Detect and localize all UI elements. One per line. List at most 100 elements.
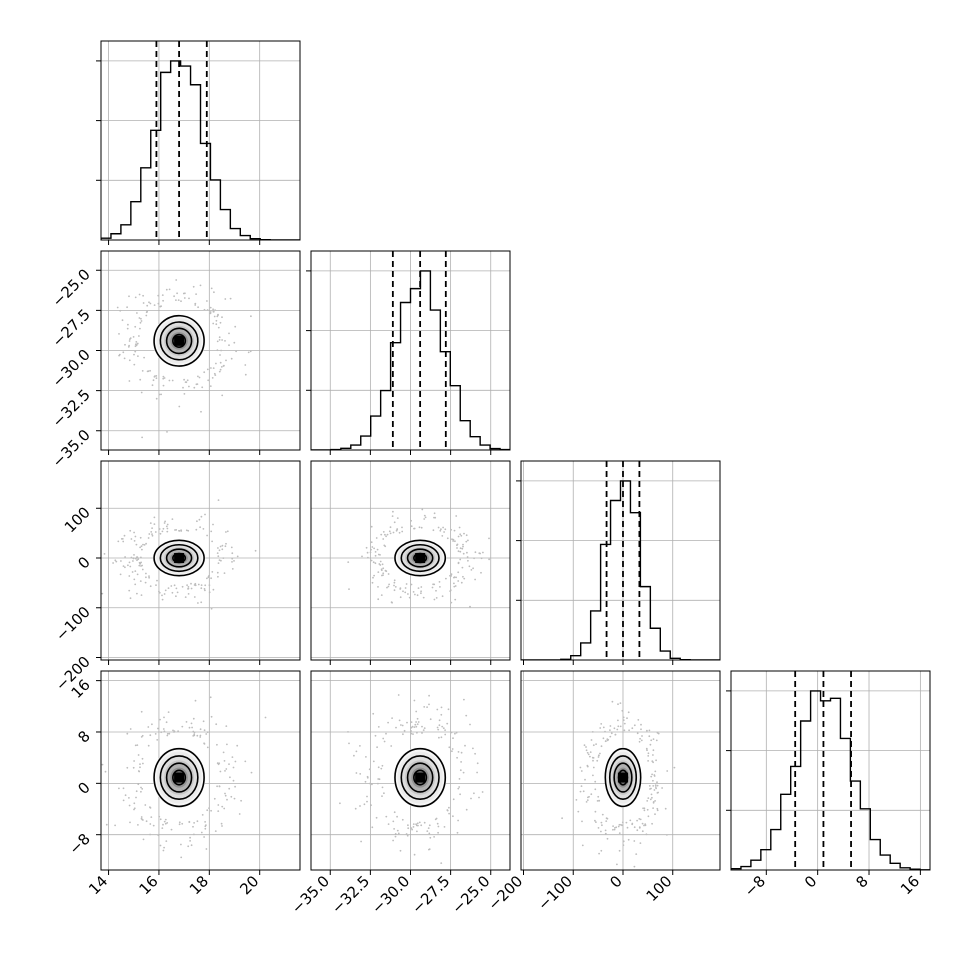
- scatter-point: [612, 825, 614, 827]
- scatter-point: [214, 309, 217, 311]
- scatter-point: [585, 749, 588, 752]
- scatter-point: [410, 525, 413, 528]
- scatter-point: [141, 548, 143, 551]
- scatter-point: [188, 385, 190, 388]
- scatter-point: [649, 798, 652, 801]
- scatter-point: [633, 724, 636, 727]
- scatter-point: [161, 594, 163, 597]
- scatter-point: [448, 806, 450, 809]
- scatter-point: [652, 754, 654, 756]
- scatter-point: [216, 340, 219, 343]
- scatter-point: [183, 378, 186, 381]
- scatter-point: [652, 801, 655, 804]
- scatter-point: [233, 560, 235, 562]
- scatter-point: [161, 530, 164, 533]
- contour-line: [172, 333, 187, 348]
- scatter-point: [166, 732, 169, 735]
- scatter-point: [623, 722, 626, 725]
- scatter-point: [193, 386, 196, 389]
- scatter-point: [462, 543, 464, 546]
- scatter-point: [460, 581, 463, 584]
- scatter-point: [636, 732, 639, 735]
- scatter-point: [596, 759, 599, 762]
- scatter-point: [129, 597, 132, 600]
- scatter-point: [211, 540, 214, 543]
- scatter-point: [126, 732, 129, 735]
- scatter-point: [155, 584, 157, 586]
- scatter-point: [157, 302, 160, 305]
- scatter-point: [145, 572, 147, 575]
- scatter-point: [638, 818, 641, 820]
- scatter-point: [137, 770, 140, 772]
- scatter-point: [233, 797, 236, 800]
- scatter-point: [410, 721, 413, 723]
- scatter-point: [448, 746, 451, 749]
- scatter-point: [137, 754, 140, 756]
- scatter-point: [361, 555, 363, 558]
- x-tick-label-p3: −200: [484, 872, 526, 914]
- scatter-point: [190, 582, 192, 585]
- scatter-point: [411, 725, 414, 728]
- scatter-point: [416, 731, 418, 734]
- scatter-point: [370, 559, 373, 562]
- contour-line: [165, 327, 193, 355]
- scatter-point: [625, 821, 628, 824]
- scatter-point: [480, 557, 483, 560]
- scatter-point: [644, 823, 647, 825]
- scatter-point: [622, 844, 625, 847]
- scatter-point: [194, 304, 197, 306]
- scatter-point: [464, 744, 466, 747]
- scatter-point: [396, 517, 399, 519]
- scatter-point: [375, 816, 378, 819]
- scatter-point: [373, 547, 375, 550]
- scatter-point: [633, 840, 636, 842]
- scatter-point: [382, 538, 385, 540]
- scatter-point: [149, 734, 152, 737]
- scatter-point: [598, 852, 600, 855]
- scatter-point: [592, 766, 595, 769]
- scatter-point: [124, 794, 127, 797]
- scatter-point: [339, 802, 341, 805]
- scatter-point: [636, 819, 638, 822]
- scatter-point: [158, 815, 161, 818]
- scatter-point: [601, 813, 604, 816]
- scatter-point: [412, 591, 415, 593]
- histogram-panel-p3: [516, 460, 721, 665]
- scatter-point: [133, 531, 136, 534]
- scatter-point: [149, 369, 152, 372]
- scatter-point: [155, 377, 158, 380]
- scatter-point: [221, 548, 224, 551]
- scatter-point: [162, 384, 165, 387]
- scatter-point: [217, 763, 220, 766]
- scatter-point: [165, 721, 168, 724]
- scatter-point: [217, 547, 219, 549]
- scatter-point: [618, 849, 621, 852]
- scatter-point: [436, 726, 439, 729]
- scatter-point: [380, 533, 383, 536]
- scatter-point: [393, 828, 395, 830]
- scatter-point: [134, 557, 137, 560]
- contour-line: [159, 755, 199, 800]
- scatter-point: [457, 751, 460, 753]
- scatter-point: [199, 284, 202, 287]
- scatter-point: [383, 792, 385, 795]
- scatter-point: [128, 575, 131, 577]
- scatter-point: [580, 785, 583, 787]
- scatter-point: [166, 734, 169, 737]
- scatter-point: [187, 588, 189, 590]
- scatter-point: [192, 717, 195, 720]
- scatter-point: [163, 593, 166, 595]
- scatter-point: [187, 845, 190, 848]
- scatter-point: [422, 729, 425, 731]
- scatter-point: [218, 549, 221, 552]
- scatter-point: [204, 827, 207, 830]
- scatter-point: [216, 315, 219, 318]
- scatter-point: [153, 516, 156, 519]
- scatter-point: [474, 578, 476, 581]
- scatter-point: [155, 375, 158, 377]
- scatter-point: [381, 795, 383, 797]
- scatter-point: [207, 379, 210, 382]
- scatter-point: [188, 726, 191, 729]
- scatter-point: [600, 723, 603, 725]
- scatter-point: [631, 822, 634, 825]
